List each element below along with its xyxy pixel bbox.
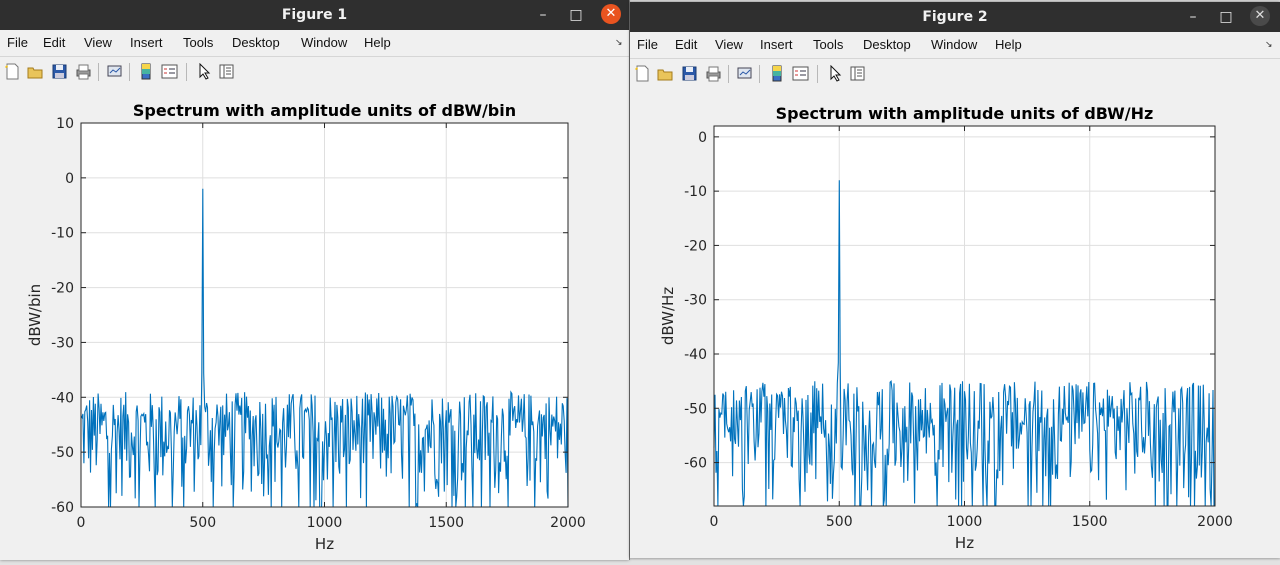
- menu-window[interactable]: Window: [301, 35, 348, 50]
- open-file-icon[interactable]: [27, 63, 44, 80]
- open-file-icon[interactable]: [657, 65, 674, 82]
- save-icon[interactable]: [681, 65, 698, 82]
- y-tick-label: -40: [51, 390, 74, 406]
- menu-view[interactable]: View: [715, 37, 743, 52]
- link-plot-icon[interactable]: [736, 65, 753, 82]
- save-icon[interactable]: [51, 63, 68, 80]
- close-button[interactable]: ✕: [1250, 6, 1270, 26]
- new-figure-icon[interactable]: [4, 63, 21, 80]
- minimize-button[interactable]: –: [1189, 9, 1197, 25]
- title-bar[interactable]: Figure 2 – □ ✕: [630, 2, 1280, 32]
- menu-tools[interactable]: Tools: [813, 37, 844, 52]
- maximize-button[interactable]: □: [569, 7, 583, 23]
- menu-help[interactable]: Help: [364, 35, 391, 50]
- x-axis-label: Hz: [955, 534, 974, 552]
- print-icon[interactable]: [705, 65, 722, 82]
- toolbar-separator: [759, 65, 760, 83]
- chart-title: Spectrum with amplitude units of dBW/Hz: [776, 104, 1154, 123]
- close-button[interactable]: ✕: [601, 4, 621, 24]
- y-tick-label: -10: [51, 226, 74, 242]
- menu-window[interactable]: Window: [931, 37, 978, 52]
- menu-insert[interactable]: Insert: [130, 35, 163, 50]
- menu-insert[interactable]: Insert: [760, 37, 793, 52]
- title-bar[interactable]: Figure 1 – □ ✕: [0, 0, 629, 30]
- x-tick-label: 2000: [1197, 514, 1233, 530]
- spectrum-chart-1[interactable]: 0 500 1000 1500 2000 10 0 -10 -20 -30 -40 -50 -60 Spe…: [0, 87, 629, 560]
- y-tick-label: -40: [684, 347, 707, 363]
- menu-view[interactable]: View: [84, 35, 112, 50]
- x-tick-label: 1500: [1072, 514, 1108, 530]
- y-tick-label: -60: [51, 500, 74, 516]
- y-tick-label: 10: [56, 116, 74, 132]
- figure-window-1[interactable]: Figure 1 – □ ✕ File Edit View Insert Too…: [0, 0, 629, 560]
- insert-colorbar-icon[interactable]: [138, 63, 155, 80]
- menu-tools[interactable]: Tools: [183, 35, 214, 50]
- link-plot-icon[interactable]: [106, 63, 123, 80]
- minimize-button[interactable]: –: [539, 7, 547, 23]
- toolbar-separator: [728, 65, 729, 83]
- menu-file[interactable]: File: [637, 37, 658, 52]
- property-inspector-icon[interactable]: [849, 65, 866, 82]
- y-tick-label: -50: [684, 401, 707, 417]
- y-tick-label: -20: [51, 281, 74, 297]
- x-tick-label: 0: [710, 514, 719, 530]
- x-tick-label: 1500: [428, 515, 464, 531]
- y-tick-label: -60: [684, 456, 707, 472]
- insert-legend-icon[interactable]: [161, 63, 178, 80]
- y-axis-label: dBW/Hz: [659, 287, 677, 345]
- window-title: Figure 2: [922, 9, 988, 25]
- window-title: Figure 1: [281, 7, 348, 23]
- y-tick-label: -50: [51, 445, 74, 461]
- edit-plot-arrow-icon[interactable]: [826, 65, 843, 82]
- insert-colorbar-icon[interactable]: [769, 65, 786, 82]
- menu-file[interactable]: File: [7, 35, 28, 50]
- x-tick-label: 1000: [307, 515, 343, 531]
- menu-edit[interactable]: Edit: [43, 35, 66, 50]
- x-tick-label: 1000: [947, 514, 983, 530]
- x-tick-label: 500: [826, 514, 853, 530]
- toolbar-separator: [129, 63, 130, 81]
- y-tick-label: 0: [698, 130, 707, 146]
- property-inspector-icon[interactable]: [218, 63, 235, 80]
- print-icon[interactable]: [75, 63, 92, 80]
- spectrum-chart-2[interactable]: 0 500 1000 1500 2000 0 -10 -20 -30 -40 -50 -60 Spect…: [630, 89, 1280, 558]
- y-tick-label: -30: [51, 335, 74, 351]
- figure-window-2[interactable]: Figure 2 – □ ✕ File Edit View Insert Too…: [630, 2, 1280, 558]
- menu-edit[interactable]: Edit: [675, 37, 698, 52]
- maximize-button[interactable]: □: [1219, 9, 1233, 25]
- toolbar: [0, 56, 629, 88]
- chart-title: Spectrum with amplitude units of dBW/bin: [133, 101, 516, 120]
- new-figure-icon[interactable]: [634, 65, 651, 82]
- toolbar-separator: [817, 65, 818, 83]
- menu-help[interactable]: Help: [995, 37, 1022, 52]
- figure-canvas: 0 500 1000 1500 2000 0 -10 -20 -30 -40 -50 -60 Spect…: [630, 89, 1280, 558]
- y-tick-label: -20: [684, 238, 707, 254]
- toolbar-separator: [98, 63, 99, 81]
- menu-bar: File Edit View Insert Tools Desktop Wind…: [0, 30, 629, 56]
- window-gap: [629, 0, 630, 565]
- x-tick-label: 2000: [550, 515, 586, 531]
- x-tick-label: 0: [77, 515, 86, 531]
- edit-plot-arrow-icon[interactable]: [195, 63, 212, 80]
- insert-legend-icon[interactable]: [792, 65, 809, 82]
- desktop-background-strip: [0, 560, 1280, 565]
- toolbar-separator: [186, 63, 187, 81]
- spectrum-series-line: [713, 180, 1215, 507]
- menu-expand-icon[interactable]: ↘: [615, 38, 623, 48]
- menu-desktop[interactable]: Desktop: [863, 37, 911, 52]
- figure-canvas: 0 500 1000 1500 2000 10 0 -10 -20 -30 -40 -50 -60 Spe…: [0, 87, 629, 560]
- spectrum-series-line: [80, 188, 569, 508]
- toolbar: [630, 58, 1280, 90]
- y-axis-label: dBW/bin: [26, 284, 44, 346]
- y-tick-label: -10: [684, 184, 707, 200]
- menu-bar: File Edit View Insert Tools Desktop Wind…: [630, 32, 1280, 58]
- menu-expand-icon[interactable]: ↘: [1265, 40, 1273, 50]
- y-tick-label: 0: [65, 171, 74, 187]
- x-tick-label: 500: [189, 515, 216, 531]
- x-axis-label: Hz: [315, 535, 334, 553]
- y-tick-label: -30: [684, 293, 707, 309]
- menu-desktop[interactable]: Desktop: [232, 35, 280, 50]
